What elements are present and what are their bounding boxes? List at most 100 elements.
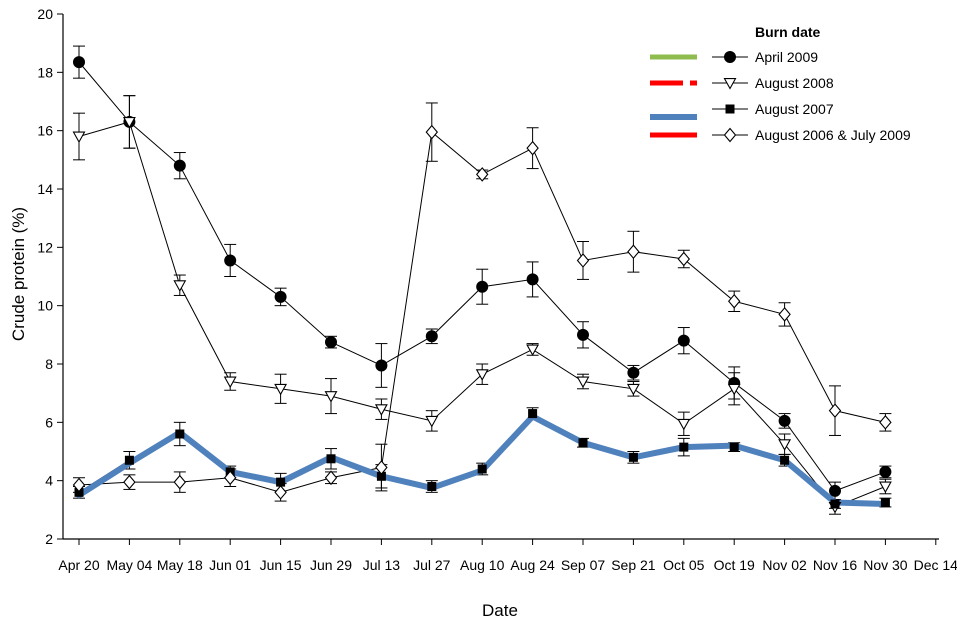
- data-point-circle: [73, 56, 85, 69]
- data-point-square: [175, 429, 185, 439]
- legend-title: Burn date: [755, 24, 821, 40]
- legend: Burn date April 2009 August 2008 August 200…: [650, 24, 911, 143]
- data-point-triangle: [727, 383, 741, 396]
- y-tick-label: 18: [37, 64, 53, 80]
- x-tick-label: Jul 13: [363, 557, 401, 573]
- x-tick-label: Sep 21: [611, 557, 656, 573]
- data-point-square: [729, 442, 739, 452]
- data-point-circle: [476, 280, 489, 293]
- y-tick-label: 20: [37, 6, 53, 22]
- data-point-diamond: [123, 474, 136, 490]
- data-point-triangle: [677, 418, 691, 431]
- data-point-circle: [173, 159, 186, 172]
- data-point-circle: [677, 334, 690, 347]
- data-point-diamond: [274, 484, 287, 500]
- data-point-triangle: [576, 376, 590, 389]
- data-point-circle: [778, 414, 791, 427]
- data-point-triangle: [72, 131, 86, 144]
- y-tick-label: 12: [37, 239, 53, 255]
- data-point-circle: [224, 254, 237, 267]
- series-line: [76, 413, 889, 507]
- data-point-circle: [879, 465, 892, 478]
- data-point-diamond: [375, 460, 388, 475]
- data-point-circle: [829, 484, 841, 497]
- data-point-square: [780, 455, 790, 465]
- x-tick-label: Nov 16: [813, 557, 858, 573]
- y-tick-label: 6: [45, 414, 53, 430]
- y-tick-label: 2: [45, 531, 53, 547]
- y-axis-title: Crude protein (%): [9, 207, 28, 341]
- x-tick-label: Nov 02: [762, 557, 807, 573]
- legend-label: August 2008: [755, 75, 834, 91]
- markers-august-2006-july-2009: [72, 124, 892, 500]
- data-point-square: [830, 499, 840, 509]
- x-tick-label: Apr 20: [58, 557, 99, 573]
- data-point-triangle: [173, 280, 187, 292]
- data-point-circle: [577, 328, 589, 341]
- x-tick-label: Jun 29: [310, 557, 352, 573]
- data-point-diamond: [173, 474, 187, 490]
- x-tick-label: May 18: [157, 557, 203, 573]
- data-point-circle: [375, 359, 388, 372]
- data-point-triangle: [324, 391, 338, 403]
- y-tick-label: 16: [37, 123, 53, 139]
- data-point-diamond: [576, 253, 590, 268]
- data-point-triangle: [122, 116, 136, 129]
- data-point-diamond: [425, 124, 439, 140]
- x-tick-label: Oct 05: [663, 557, 704, 573]
- data-point-square: [376, 471, 386, 481]
- series-line: [78, 412, 886, 505]
- data-point-square: [528, 409, 538, 419]
- x-tick-label: May 04: [106, 557, 152, 573]
- data-point-triangle: [223, 376, 237, 389]
- x-tick-label: Nov 30: [863, 557, 908, 573]
- series-group: [72, 45, 892, 515]
- data-point-square: [477, 464, 487, 474]
- data-point-triangle: [778, 439, 792, 451]
- data-point-triangle: [878, 481, 892, 494]
- x-tick-label: Jun 15: [260, 557, 302, 573]
- data-point-diamond: [723, 127, 737, 143]
- data-point-circle: [724, 51, 736, 63]
- data-point-diamond: [324, 470, 338, 486]
- data-point-square: [578, 438, 588, 448]
- series-line: [78, 131, 886, 493]
- data-point-square: [628, 452, 638, 462]
- legend-item: August 2008: [650, 75, 834, 91]
- data-point-triangle: [425, 415, 439, 428]
- x-tick-label: Aug 24: [510, 557, 555, 573]
- legend-label: August 2006 & July 2009: [755, 127, 911, 143]
- markers-august-2008: [72, 116, 892, 514]
- data-point-triangle: [626, 383, 640, 396]
- data-point-circle: [627, 366, 640, 379]
- data-point-triangle: [274, 383, 288, 396]
- data-point-square: [880, 498, 890, 508]
- legend-label: April 2009: [755, 49, 818, 65]
- data-point-circle: [526, 273, 539, 286]
- x-tick-label: Sep 07: [561, 557, 606, 573]
- data-point-diamond: [627, 244, 640, 260]
- x-tick-label: Jul 27: [413, 557, 451, 573]
- data-point-diamond: [526, 140, 539, 156]
- data-point-diamond: [778, 307, 791, 322]
- data-point-square: [679, 442, 689, 452]
- series-thick-blue-line: [76, 413, 889, 507]
- data-point-diamond: [879, 414, 892, 430]
- data-point-square: [124, 455, 134, 465]
- data-point-diamond: [677, 251, 691, 267]
- data-point-square: [427, 482, 437, 491]
- data-point-circle: [274, 290, 287, 303]
- x-tick-label: Oct 19: [714, 557, 755, 573]
- x-tick-label: Dec 14: [914, 557, 957, 573]
- data-point-diamond: [475, 167, 489, 182]
- data-point-square: [326, 454, 336, 464]
- legend-item: August 2006 & July 2009: [650, 127, 911, 143]
- y-tick-label: 8: [45, 356, 53, 372]
- data-point-diamond: [828, 403, 842, 419]
- y-tick-label: 10: [37, 298, 53, 314]
- data-point-square: [276, 477, 286, 487]
- data-point-square: [725, 104, 735, 114]
- legend-item: August 2007: [650, 101, 834, 120]
